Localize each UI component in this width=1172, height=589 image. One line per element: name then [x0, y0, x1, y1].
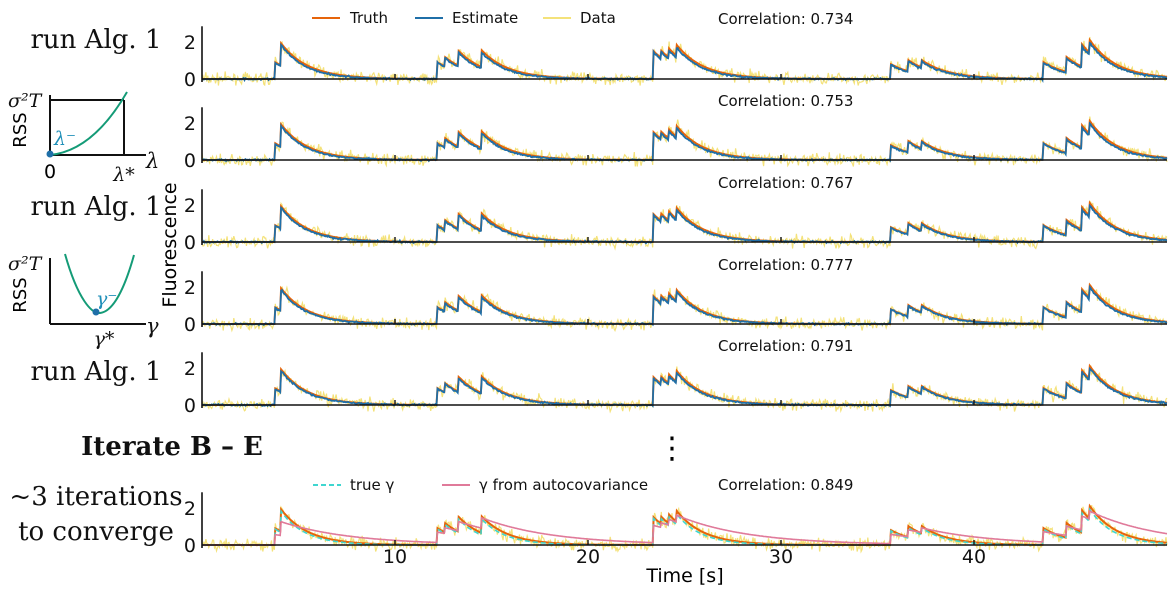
series-estimate-line: [201, 121, 1168, 163]
y-axis-label: Fluorescence: [159, 182, 181, 307]
inset-gamma: RSS σ²T γ⁻ γ* γ: [8, 253, 159, 350]
trace-panels: 0 2 Correlation: 0.734 0 2 Correlation: 0.753…: [184, 10, 1168, 568]
legend-bottom: true γ γ from autocovariance: [313, 476, 648, 494]
inset-lambda-ylabel: RSS: [10, 112, 31, 147]
correlation-label: Correlation: 0.777: [718, 256, 853, 274]
step-label-run-alg-3: run Alg. 1: [31, 357, 162, 387]
inset-gamma-xvar: γ: [146, 314, 159, 338]
y-tick-label: 2: [184, 358, 196, 380]
y-tick-label: 0: [184, 232, 196, 254]
series-true-gamma-line: [202, 507, 1167, 546]
legend-top: Truth Estimate Data: [312, 9, 616, 27]
y-tick-label: 2: [184, 32, 196, 54]
legend-estimate-label: Estimate: [452, 9, 518, 27]
step-label-run-alg-1: run Alg. 1: [31, 25, 162, 55]
legend-autocov-label: γ from autocovariance: [479, 476, 648, 494]
y-tick-label: 2: [184, 498, 196, 520]
inset-lambda-xzero: 0: [44, 161, 56, 183]
panel-2: 0 2 Correlation: 0.753: [184, 92, 1168, 172]
panel-4: 0 2 Correlation: 0.777: [184, 256, 1168, 336]
y-tick-label: 2: [184, 195, 196, 217]
legend-data-label: Data: [580, 9, 616, 27]
correlation-label: Correlation: 0.753: [718, 92, 853, 110]
y-tick-label: 0: [184, 314, 196, 336]
inset-gamma-ytop: σ²T: [8, 253, 43, 275]
y-tick-label: 0: [184, 395, 196, 417]
series-estimate-line: [201, 203, 1168, 245]
ellipsis: ⋮: [657, 431, 687, 466]
x-axis-label: Time [s]: [645, 565, 723, 587]
y-tick-label: 0: [184, 150, 196, 172]
correlation-label: Correlation: 0.767: [718, 174, 853, 192]
iterate-label: Iterate B – E: [81, 432, 263, 462]
series-truth-line: [202, 37, 1168, 80]
x-tick-label: 20: [576, 546, 600, 568]
y-tick-label: 0: [184, 69, 196, 91]
step-label-run-alg-2: run Alg. 1: [31, 192, 162, 222]
correlation-label: Correlation: 0.849: [718, 476, 853, 494]
inset-gamma-marker: [92, 308, 100, 316]
legend-true-gamma-label: true γ: [350, 476, 395, 494]
panel-1: 0 2 Correlation: 0.734: [184, 10, 1168, 91]
panel-3: 0 2 Correlation: 0.767: [184, 174, 1168, 254]
inset-lambda-marker: [46, 150, 54, 158]
x-tick-label: 40: [962, 546, 986, 568]
inset-lambda-xstar: λ*: [112, 164, 135, 186]
inset-lambda: RSS σ²T λ⁻ 0 λ* λ: [8, 90, 159, 186]
inset-lambda-xvar: λ: [145, 149, 159, 173]
correlation-label: Correlation: 0.734: [718, 10, 853, 28]
converge-label-line1: ~3 iterations: [9, 482, 182, 512]
inset-lambda-curve: [49, 91, 128, 156]
y-tick-label: 2: [184, 277, 196, 299]
panel-5: 0 2 Correlation: 0.791: [184, 337, 1168, 417]
correlation-label: Correlation: 0.791: [718, 337, 853, 355]
inset-gamma-xstar: γ*: [94, 328, 115, 350]
panel-6: 0 2 Correlation: 0.849: [184, 476, 1168, 557]
series-estimate-line: [201, 41, 1168, 84]
x-tick-label: 30: [769, 546, 793, 568]
legend-truth-label: Truth: [349, 9, 388, 27]
inset-gamma-curve: [64, 253, 135, 314]
inset-gamma-ylabel: RSS: [10, 277, 31, 312]
series-truth-line: [202, 118, 1168, 161]
inset-gamma-curve-label: γ⁻: [96, 288, 117, 310]
y-tick-label: 2: [184, 113, 196, 135]
series-truth-line: [202, 503, 1168, 546]
converge-label-line2: to converge: [18, 517, 174, 547]
series-autocov-line: [202, 509, 1168, 546]
y-tick-label: 0: [184, 535, 196, 557]
x-tick-label: 10: [383, 546, 407, 568]
inset-lambda-ytop: σ²T: [8, 90, 43, 112]
inset-lambda-curve-label: λ⁻: [53, 128, 76, 150]
